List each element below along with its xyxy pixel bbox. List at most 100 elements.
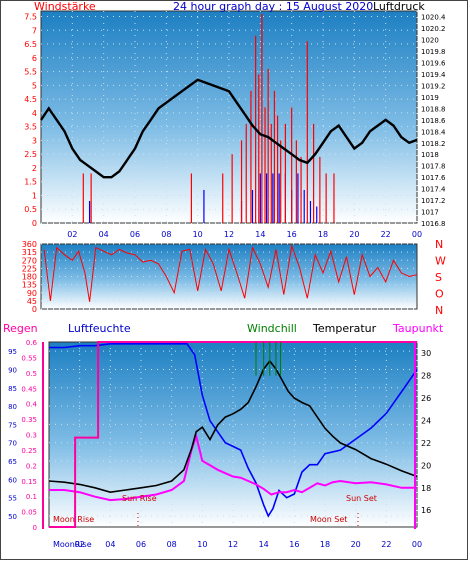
windstaerke-tick: 6.5 [24,40,37,49]
x-tick: 14 [255,230,265,239]
x-tick: 22 [381,230,391,239]
luftdruck-tick-labels: 1016.8 1017 1017.2 1017.4 1017.6 1017.8 1018 10… [421,14,446,228]
luftfeuchte-tick: 55 [8,495,17,503]
windstaerke-tick: 7 [32,26,37,35]
regen-tick: 0.15 [21,478,37,486]
regen-axis-title: Regen [3,322,38,335]
taupunkt-line [49,432,417,502]
regen-tick: 0.05 [21,509,37,517]
climate-grid [49,342,418,527]
x-tick: 16 [287,230,297,239]
x-tick: 14 [259,540,269,549]
windrichtung-tick: 90 [27,289,37,298]
regen-tick-labels: 0 0.05 0.1 0.15 0.2 0.25 0.3 0.35 0.4 0.45 0.5 0.55… [21,339,37,532]
temperatur-legend: Temperatur [312,322,377,335]
x-tick: 18 [320,540,330,549]
moon-rise-label: Moon Rise [53,515,94,524]
compass-label: O [435,288,444,301]
windstaerke-tick: 0 [32,219,37,228]
windrichtung-line [43,243,418,302]
temperatur-tick: 26 [421,394,431,403]
x-tick: 00 [412,230,422,239]
x-tick: 04 [99,230,109,239]
windstaerke-tick: 5 [32,81,37,90]
windstaerke-tick: 7.5 [24,13,37,22]
luftdruck-tick: 1017.6 [421,174,446,182]
bottom-x-tick-labels: 02 04 06 08 10 12 14 16 18 20 22 00 [75,540,423,549]
windchill-legend: Windchill [247,322,297,335]
regen-tick: 0.25 [21,447,37,455]
windstaerke-tick: 4.5 [24,95,37,104]
windrichtung-tick: 135 [22,281,37,290]
regen-tick: 0.4 [26,401,38,409]
luftfeuchte-tick: 60 [8,476,17,484]
luftdruck-tick: 1019.4 [421,71,446,79]
regen-tick: 0.55 [21,354,37,362]
temperatur-line [48,359,418,494]
luftdruck-tick: 1019 [421,94,439,102]
luftfeuchte-tick: 50 [8,513,17,521]
luftdruck-tick: 1017.2 [421,197,446,205]
luftdruck-tick: 1020 [421,37,439,45]
x-tick: 02 [75,540,85,549]
luftdruck-tick: 1017.4 [421,186,446,194]
luftdruck-tick: 1019.6 [421,60,446,68]
windrichtung-tick: 225 [22,264,37,273]
luftdruck-tick: 1018.8 [421,105,446,113]
luftdruck-tick: 1020.4 [421,14,446,22]
wind-pressure-plot-area [40,10,418,224]
windstaerke-tick-labels: 0 0.5 1 1.5 2 2.5 3 3.5 4 4.5 5 5.5 6 6.5 7 7.5 [24,13,37,228]
wind-direction-plot-area [40,243,418,310]
windrichtung-tick: 360 [22,240,37,249]
regen-tick: 0.2 [26,462,37,470]
temperatur-tick: 16 [421,506,431,515]
regen-tick: 0.35 [21,416,37,424]
temperatur-tick: 28 [421,372,431,381]
luftdruck-tick: 1018.4 [421,128,446,136]
regen-tick: 0.45 [21,385,37,393]
x-tick: 08 [167,540,177,549]
windrichtung-tick: 0 [32,305,37,314]
windgust-series [82,13,335,223]
x-tick: 18 [318,230,328,239]
windrichtung-tick: 315 [22,248,37,257]
moon-rise-axis-label: MoonRise [53,540,92,549]
chart-title: 24 hour graph day : 15 August 2020 [173,1,373,13]
luftfeuchte-line [49,342,418,518]
compass-label: N [435,304,443,317]
x-tick: 22 [381,540,391,549]
taupunkt-legend: Taupunkt [392,322,444,335]
sun-rise-label: Sun Rise [122,494,157,503]
regen-tick: 0 [33,524,37,532]
x-tick: 00 [412,540,422,549]
regen-tick: 0.1 [26,493,37,501]
windrichtung-tick: 270 [22,256,37,265]
regen-tick: 0.5 [26,370,37,378]
x-tick: 20 [349,230,359,239]
luftdruck-tick: 1018.6 [421,117,446,125]
x-tick: 10 [197,540,207,549]
luftdruck-tick: 1017.8 [421,163,446,171]
luftfeuchte-tick: 90 [8,366,17,374]
temperatur-tick: 30 [421,349,431,358]
x-tick: 04 [105,540,115,549]
luftfeuchte-tick-labels: 50 55 60 65 70 75 80 85 90 95 [8,348,17,521]
windstaerke-tick: 3.5 [24,123,37,132]
luftfeuchte-tick: 70 [8,440,17,448]
luftdruck-tick: 1019.8 [421,48,446,56]
luftdruck-tick: 1018 [421,151,439,159]
windstaerke-tick: 3 [32,136,37,145]
moon-set-label: Moon Set [310,515,347,524]
windstaerke-tick: 2 [32,164,37,173]
windstaerke-tick: 2.5 [24,150,37,159]
luftdruck-tick: 1018.2 [421,140,446,148]
luftdruck-tick: 1019.2 [421,82,446,90]
x-tick: 12 [228,540,238,549]
luftdruck-line [40,78,418,179]
x-tick: 20 [351,540,361,549]
windchill-series [255,342,282,376]
x-tick: 06 [136,540,146,549]
